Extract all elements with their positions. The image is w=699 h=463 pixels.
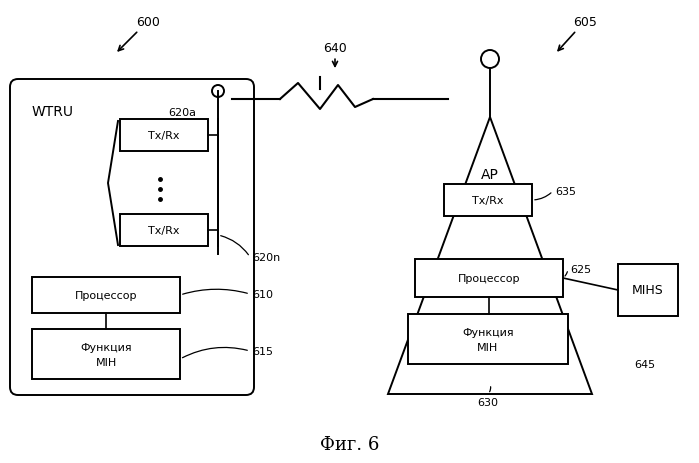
Text: 620a: 620a bbox=[168, 108, 196, 118]
Text: 625: 625 bbox=[570, 264, 591, 275]
Text: Tx/Rx: Tx/Rx bbox=[148, 225, 180, 236]
Text: AP: AP bbox=[481, 168, 499, 181]
Text: 645: 645 bbox=[635, 359, 656, 369]
Polygon shape bbox=[388, 118, 592, 394]
Text: 635: 635 bbox=[555, 187, 576, 197]
Text: MIHS: MIHS bbox=[632, 284, 664, 297]
FancyBboxPatch shape bbox=[32, 329, 180, 379]
FancyBboxPatch shape bbox=[444, 185, 532, 217]
Text: 605: 605 bbox=[558, 15, 597, 51]
FancyBboxPatch shape bbox=[10, 80, 254, 395]
Text: Процессор: Процессор bbox=[458, 274, 520, 283]
Text: Tx/Rx: Tx/Rx bbox=[148, 131, 180, 141]
Text: 620n: 620n bbox=[252, 252, 280, 263]
Text: MIH: MIH bbox=[477, 342, 498, 352]
FancyBboxPatch shape bbox=[120, 120, 208, 152]
FancyBboxPatch shape bbox=[408, 314, 568, 364]
Text: Tx/Rx: Tx/Rx bbox=[473, 195, 504, 206]
Text: WTRU: WTRU bbox=[32, 105, 74, 119]
Text: 610: 610 bbox=[252, 289, 273, 300]
FancyBboxPatch shape bbox=[415, 259, 563, 297]
Text: Фиг. 6: Фиг. 6 bbox=[320, 435, 380, 453]
FancyBboxPatch shape bbox=[618, 264, 678, 316]
Text: Процессор: Процессор bbox=[75, 290, 137, 300]
Text: 615: 615 bbox=[252, 346, 273, 356]
Text: Функция: Функция bbox=[80, 342, 132, 352]
FancyBboxPatch shape bbox=[32, 277, 180, 313]
FancyBboxPatch shape bbox=[120, 214, 208, 246]
Text: Функция: Функция bbox=[462, 327, 514, 337]
Text: 600: 600 bbox=[118, 15, 160, 51]
Text: 630: 630 bbox=[477, 397, 498, 407]
Text: 640: 640 bbox=[323, 41, 347, 67]
Text: MIH: MIH bbox=[95, 357, 117, 367]
